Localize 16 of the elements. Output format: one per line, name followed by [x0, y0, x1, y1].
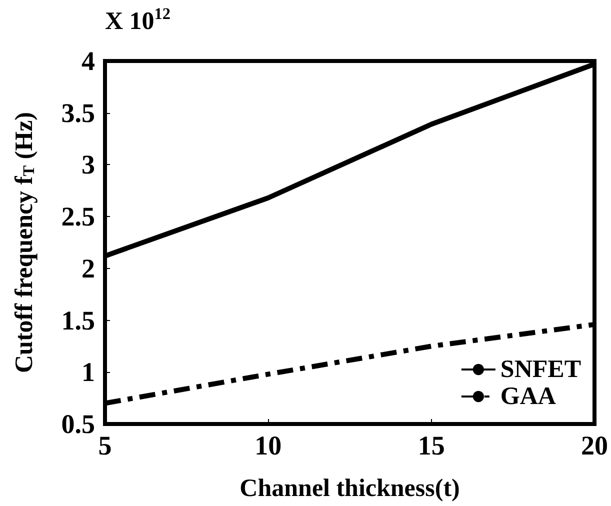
y-tick-label: 1.5 — [61, 305, 95, 336]
y-axis-title: Cutoff frequency fT (Hz) — [11, 112, 38, 374]
x-axis-title: Channel thickness(t) — [240, 475, 460, 502]
x-tick-label: 15 — [418, 430, 445, 460]
x-tick-label: 10 — [254, 430, 282, 460]
y-tick-label: 4 — [82, 46, 95, 76]
y-tick-label: 3 — [82, 150, 95, 180]
y-tick-label: 2 — [82, 253, 95, 284]
x-tick-label: 20 — [581, 430, 608, 460]
y-tick-label: 1 — [82, 357, 95, 388]
legend-label: SNFET — [500, 356, 582, 383]
y-tick-label: 3.5 — [61, 98, 95, 128]
legend-label: GAA — [500, 383, 556, 410]
x-tick-label: 5 — [98, 430, 112, 460]
y-tick-label: 2.5 — [61, 202, 95, 232]
y-tick-label: 0.5 — [61, 409, 95, 439]
